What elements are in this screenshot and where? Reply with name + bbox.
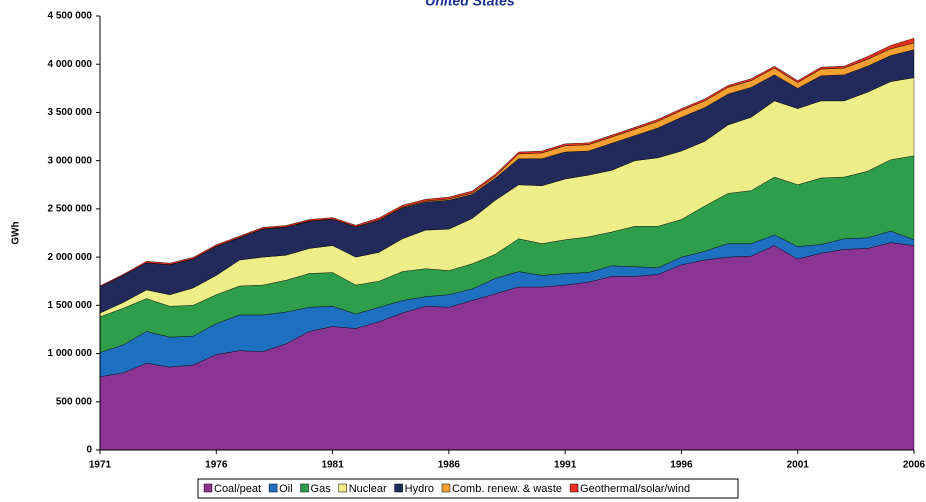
y-tick-label: 2 000 000 xyxy=(48,252,93,263)
x-tick-label: 1996 xyxy=(670,460,693,471)
y-tick-label: 0 xyxy=(86,445,92,456)
legend-label: Comb. renew. & waste xyxy=(452,483,562,495)
x-tick-label: 1976 xyxy=(205,460,228,471)
y-axis-label: GWh xyxy=(11,221,22,244)
y-tick-label: 1 000 000 xyxy=(48,348,93,359)
y-tick-label: 1 500 000 xyxy=(48,300,93,311)
legend-label: Geothermal/solar/wind xyxy=(580,483,690,495)
y-tick-label: 2 500 000 xyxy=(48,204,93,215)
y-tick-label: 4 000 000 xyxy=(48,59,93,70)
legend-swatch xyxy=(569,483,579,493)
legend-label: Nuclear xyxy=(349,483,387,495)
x-tick-label: 1986 xyxy=(438,460,461,471)
x-tick-label: 1971 xyxy=(89,460,112,471)
legend-swatch xyxy=(441,483,451,493)
area xyxy=(99,37,915,288)
legend-swatch xyxy=(300,483,309,493)
legend-swatch xyxy=(338,483,347,493)
legend-label: Oil xyxy=(279,483,292,495)
legend-label: Coal/peat xyxy=(214,483,261,495)
y-tick-label: 3 500 000 xyxy=(48,107,93,118)
x-tick-label: 2001 xyxy=(787,460,810,471)
chart-title: United States xyxy=(425,0,515,9)
legend-box xyxy=(197,478,739,499)
x-tick-label: 2006 xyxy=(903,460,926,471)
y-tick-label: 3 000 000 xyxy=(48,155,93,166)
legend-swatch xyxy=(268,483,278,493)
x-tick-label: 1991 xyxy=(554,460,577,471)
legend-label: Gas xyxy=(311,483,332,495)
legend-swatch xyxy=(203,483,213,493)
y-tick-label: 4 500 000 xyxy=(48,11,93,22)
legend-label: Hydro xyxy=(405,483,434,495)
y-tick-label: 500 000 xyxy=(56,396,93,407)
legend-swatch xyxy=(394,483,403,493)
x-tick-label: 1981 xyxy=(321,460,344,471)
